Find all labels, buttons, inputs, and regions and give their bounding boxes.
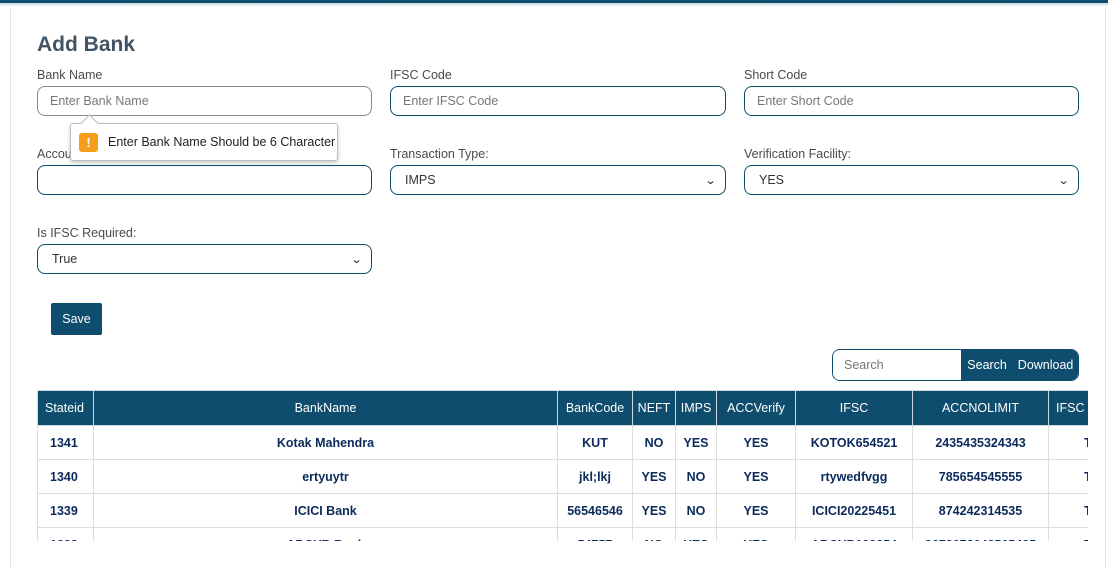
bank-table-container[interactable]: Stateid BankName BankCode NEFT IMPS ACCV… [37,390,1088,541]
cell-accverify: YES [716,425,796,460]
cell-neft: YES [632,493,676,528]
ifsc-code-input[interactable] [390,86,726,116]
is-ifsc-required-select[interactable]: True ⌄ [37,244,372,274]
search-button[interactable]: Search [961,350,1014,380]
cell-imps: YES [675,527,717,541]
cell-bankname: Kotak Mahendra [93,425,558,460]
cell-bankcode: jkl;lkj [557,459,633,494]
download-button[interactable]: Download [1013,350,1078,380]
account-label: Accou [37,147,72,161]
transaction-type-label: Transaction Type: [390,147,489,161]
cell-bankcode: KUT [557,425,633,460]
page-title: Add Bank [37,33,136,56]
column-header-stateid[interactable]: Stateid [37,390,94,426]
table-header-row: Stateid BankName BankCode NEFT IMPS ACCV… [37,390,1088,426]
cell-imps: NO [675,493,717,528]
search-bar: Search Download [832,349,1079,381]
cell-accnolimit: 8678678643565425 [912,527,1049,541]
cell-imps: YES [675,425,717,460]
cell-bankname: ertyuytr [93,459,558,494]
cell-accverify: YES [716,459,796,494]
column-header-neft[interactable]: NEFT [632,390,676,426]
short-code-label: Short Code [744,68,808,82]
verification-facility-label: Verification Facility: [744,147,851,161]
cell-accnolimit: 874242314535 [912,493,1049,528]
cell-ifsc-required: T [1048,493,1088,528]
table-row[interactable]: 1339 ICICI Bank 56546546 YES NO YES ICIC… [37,493,1088,528]
bank-name-input[interactable] [37,86,372,116]
column-header-bankname[interactable]: BankName [93,390,558,426]
top-bar [0,0,1108,3]
cell-accnolimit: 2435435324343 [912,425,1049,460]
column-header-accnolimit[interactable]: ACCNOLIMIT [912,390,1049,426]
cell-accverify: YES [716,493,796,528]
cell-imps: NO [675,459,717,494]
cell-ifsc: KOTOK654521 [795,425,913,460]
table-row[interactable]: 1338 ABCYB Bank 54757 NO YES YES ABCYB10… [37,527,1088,541]
short-code-input[interactable] [744,86,1079,116]
validation-tooltip: ! Enter Bank Name Should be 6 Character [70,114,338,161]
column-header-accverify[interactable]: ACCVerify [716,390,796,426]
cell-ifsc: rtywedfvgg [795,459,913,494]
search-input[interactable] [833,350,961,380]
column-header-ifsc-required[interactable]: IFSC [1048,390,1088,426]
chevron-down-icon: ⌄ [704,174,717,187]
verification-facility-select[interactable]: YES ⌄ [744,165,1079,195]
cell-stateid: 1339 [37,493,94,528]
column-header-bankcode[interactable]: BankCode [557,390,633,426]
transaction-type-value: IMPS [405,173,436,187]
save-button[interactable]: Save [51,303,102,335]
cell-bankname: ICICI Bank [93,493,558,528]
ifsc-code-label: IFSC Code [390,68,452,82]
cell-bankcode: 56546546 [557,493,633,528]
cell-stateid: 1341 [37,425,94,460]
account-input[interactable] [37,165,372,195]
cell-ifsc-required: T [1048,459,1088,494]
tooltip-message: Enter Bank Name Should be 6 Character [108,135,336,149]
cell-ifsc: ICICI20225451 [795,493,913,528]
warning-icon: ! [79,132,98,152]
cell-neft: YES [632,459,676,494]
verification-facility-value: YES [759,173,785,187]
cell-ifsc-required: T [1048,527,1088,541]
table-row[interactable]: 1341 Kotak Mahendra KUT NO YES YES KOTOK… [37,425,1088,460]
column-header-imps[interactable]: IMPS [675,390,717,426]
bank-name-label: Bank Name [37,68,103,82]
cell-accnolimit: 785654545555 [912,459,1049,494]
chevron-down-icon: ⌄ [350,253,363,266]
cell-accverify: YES [716,527,796,541]
cell-neft: NO [632,425,676,460]
top-bar-shadow [0,3,1108,7]
cell-stateid: 1340 [37,459,94,494]
is-ifsc-required-value: True [52,252,78,266]
column-header-ifsc[interactable]: IFSC [795,390,913,426]
is-ifsc-required-label: Is IFSC Required: [37,226,137,240]
table-row[interactable]: 1340 ertyuytr jkl;lkj YES NO YES rtywedf… [37,459,1088,494]
bank-table: Stateid BankName BankCode NEFT IMPS ACCV… [37,390,1088,541]
cell-bankname: ABCYB Bank [93,527,558,541]
cell-ifsc-required: T [1048,425,1088,460]
cell-bankcode: 54757 [557,527,633,541]
chevron-down-icon: ⌄ [1057,174,1070,187]
cell-neft: NO [632,527,676,541]
cell-ifsc: ABCYB102254 [795,527,913,541]
cell-stateid: 1338 [37,527,94,541]
transaction-type-select[interactable]: IMPS ⌄ [390,165,726,195]
